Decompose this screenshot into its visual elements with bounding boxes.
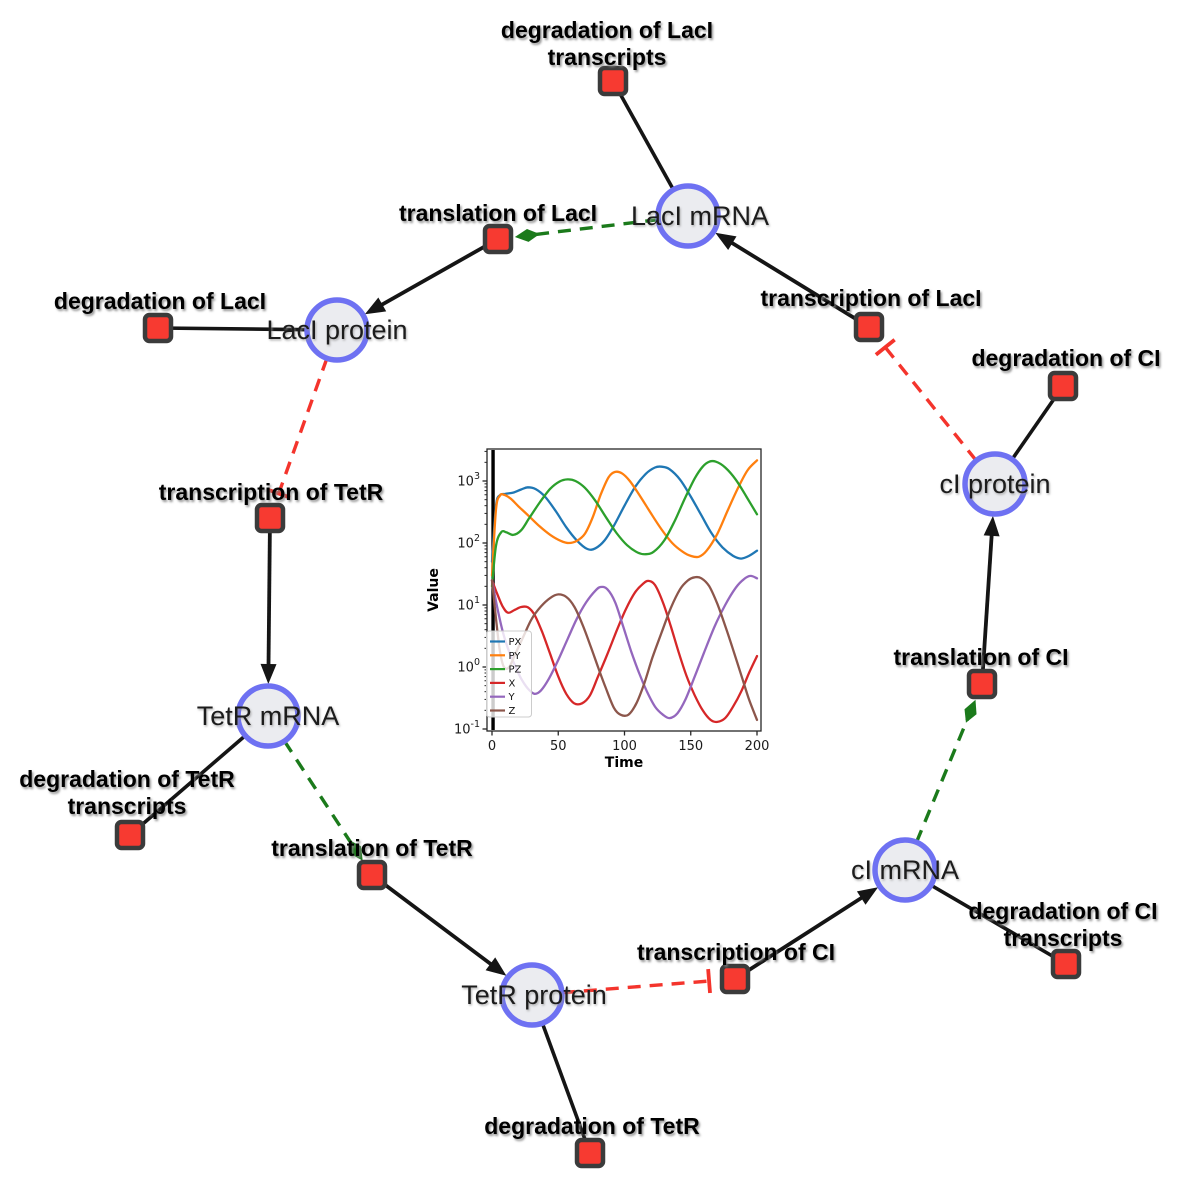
reaction-label-deg-ci: degradation of CI: [971, 345, 1160, 371]
edge-tetr-protein-txn-ci-tbar-icon: [706, 968, 712, 994]
edge-laci-mrna-deg-laci-transcripts: [611, 80, 676, 191]
x-tick-label: 150: [678, 739, 703, 754]
y-axis-title: Value: [426, 568, 442, 612]
edge-txn-tetr-tetr-mrna-arrowhead-icon: [260, 663, 277, 685]
edge-tl-tetr-tetr-protein-arrowhead-icon: [485, 957, 507, 976]
edge-ci-protein-txn-laci: [883, 346, 978, 462]
legend-box: [486, 630, 532, 718]
reaction-label-deg-ci-transcripts: degradation of CI transcripts: [968, 898, 1157, 951]
reaction-node-txn-laci[interactable]: [853, 311, 885, 343]
legend-label-PY: PY: [509, 651, 522, 662]
series-curve-PX: [490, 465, 759, 563]
species-label-laci-mrna: LacI mRNA: [631, 201, 769, 231]
edge-txn-laci-laci-mrna-arrowhead-icon: [715, 232, 737, 251]
nodes-layer: [114, 65, 1082, 1169]
legend-label-PX: PX: [509, 637, 522, 648]
reaction-node-deg-laci[interactable]: [142, 312, 174, 344]
labels-layer: degradation of LacI transcripts translatio…: [19, 17, 1160, 1139]
x-tick-label: 200: [745, 739, 770, 754]
legend-label-PZ: PZ: [509, 665, 522, 676]
series-curve-PY: [490, 459, 759, 577]
reaction-label-txn-ci: transcription of CI: [637, 939, 835, 965]
species-label-ci-protein: cI protein: [939, 469, 1050, 499]
reaction-node-deg-ci[interactable]: [1047, 370, 1079, 402]
x-tick-label: 50: [550, 739, 567, 754]
reaction-node-tl-laci[interactable]: [482, 223, 514, 255]
reaction-label-deg-tetr: degradation of TetR: [484, 1113, 700, 1139]
x-tick-label: 100: [612, 739, 637, 754]
reaction-label-tl-laci: translation of LacI: [399, 200, 597, 226]
edge-tetr-protein-txn-ci: [561, 979, 710, 995]
edge-txn-ci-ci-mrna: [733, 893, 868, 981]
edges-layer: [128, 80, 1067, 1154]
species-node-tetr-mrna[interactable]: [235, 683, 301, 749]
reaction-node-deg-tetr-transcripts[interactable]: [114, 819, 146, 851]
y-tick-label: 103: [457, 471, 480, 490]
y-tick-label: 100: [457, 657, 480, 676]
reaction-label-deg-laci: degradation of LacI: [54, 288, 266, 314]
edge-tetr-mrna-deg-tetr-transcripts: [128, 734, 247, 837]
reaction-node-deg-laci-transcripts[interactable]: [597, 65, 629, 97]
reaction-node-deg-tetr[interactable]: [574, 1137, 606, 1169]
species-node-laci-protein[interactable]: [304, 297, 370, 363]
edge-laci-protein-deg-laci: [157, 326, 308, 332]
species-node-tetr-protein[interactable]: [499, 962, 565, 1028]
edge-ci-mrna-deg-ci-transcripts: [929, 883, 1067, 966]
edge-tl-tetr-tetr-protein: [370, 873, 497, 969]
reaction-label-txn-tetr: transcription of TetR: [159, 479, 384, 505]
reaction-label-tl-ci: translation of CI: [893, 644, 1068, 670]
edge-laci-mrna-tl-laci-diamond-arrowhead-icon: [514, 228, 540, 242]
y-tick-label: 101: [457, 595, 480, 614]
edge-tl-ci-ci-protein: [980, 529, 994, 685]
legend-label-Z: Z: [509, 706, 516, 717]
species-label-tetr-protein: TetR protein: [461, 980, 607, 1010]
reaction-label-txn-laci: transcription of LacI: [760, 285, 981, 311]
edge-tetr-protein-deg-tetr: [540, 1022, 592, 1154]
reaction-label-tl-tetr: translation of TetR: [271, 835, 473, 861]
edge-ci-mrna-tl-ci: [914, 714, 971, 843]
edge-tl-laci-laci-protein-arrowhead-icon: [364, 297, 387, 315]
species-node-ci-mrna[interactable]: [872, 837, 938, 903]
reaction-node-txn-tetr[interactable]: [254, 502, 286, 534]
edge-tl-ci-ci-protein-arrowhead-icon: [983, 515, 1000, 537]
edge-tl-laci-laci-protein: [376, 237, 499, 310]
edge-txn-laci-laci-mrna: [726, 238, 870, 329]
species-label-tetr-mrna: TetR mRNA: [197, 701, 340, 731]
edge-tetr-mrna-tl-tetr: [282, 740, 355, 848]
y-tick-label: 10-1: [454, 719, 480, 738]
species-node-laci-mrna[interactable]: [655, 183, 721, 249]
reaction-node-tl-tetr[interactable]: [356, 859, 388, 891]
series-curve-PZ: [490, 459, 759, 588]
reaction-label-deg-laci-transcripts: degradation of LacI transcripts: [501, 17, 713, 70]
x-axis-title: Time: [605, 755, 643, 771]
edge-laci-protein-txn-tetr-tbar-icon: [266, 487, 291, 500]
x-tick-label: 0: [488, 739, 496, 754]
edge-ci-protein-txn-laci-tbar-icon: [874, 338, 896, 357]
edge-txn-ci-ci-mrna-arrowhead-icon: [856, 887, 879, 905]
reaction-node-txn-ci[interactable]: [719, 963, 751, 995]
species-label-laci-protein: LacI protein: [266, 315, 407, 345]
legend-label-Y: Y: [508, 692, 516, 703]
species-label-ci-mrna: cI mRNA: [851, 855, 959, 885]
legend-label-X: X: [509, 678, 516, 689]
y-tick-label: 102: [457, 533, 480, 552]
edge-ci-mrna-tl-ci-diamond-arrowhead-icon: [964, 699, 977, 723]
reaction-node-tl-ci[interactable]: [966, 668, 998, 700]
edge-tetr-mrna-tl-tetr-diamond-arrowhead-icon: [349, 839, 363, 861]
reaction-label-deg-tetr-transcripts: degradation of TetR transcripts: [19, 766, 235, 819]
edge-laci-protein-txn-tetr: [277, 357, 329, 495]
species-node-ci-protein[interactable]: [962, 451, 1028, 517]
inset-plot: 0 50 100 150 200 10-1 100 101 102 103 Time Value PX P…: [426, 428, 784, 778]
reaction-node-deg-ci-transcripts[interactable]: [1050, 948, 1082, 980]
edge-txn-tetr-tetr-mrna: [266, 517, 272, 671]
